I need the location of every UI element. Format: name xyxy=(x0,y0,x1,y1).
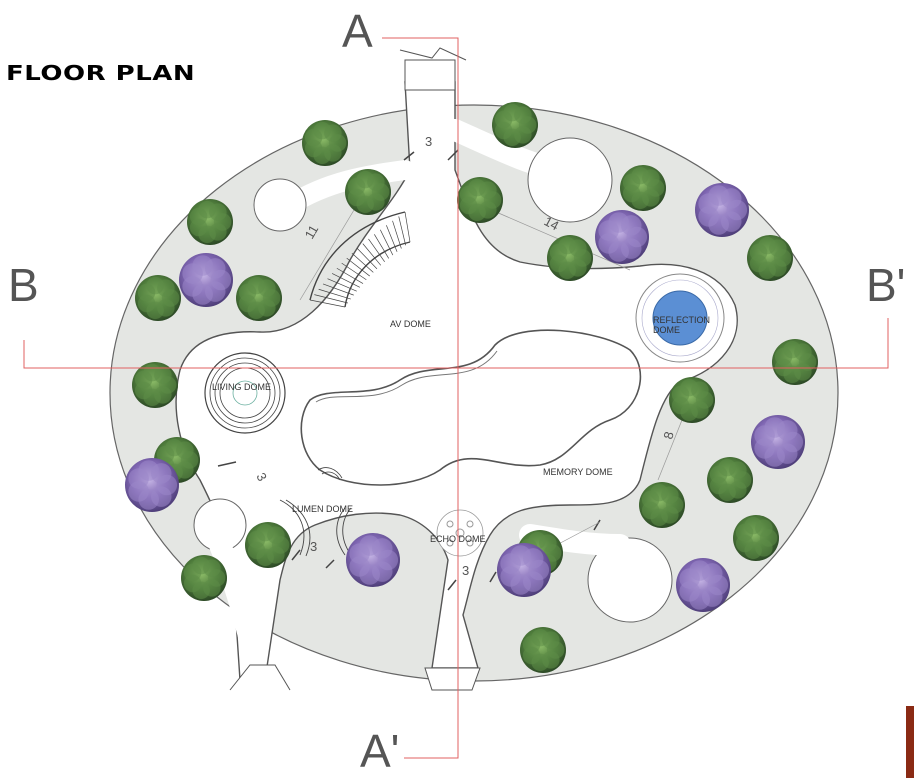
page-title: FLOOR PLAN xyxy=(6,62,196,86)
purple-tree-icon xyxy=(676,558,730,612)
lumen-dome-label: LUMEN DOME xyxy=(292,504,353,514)
stairs-treads xyxy=(309,211,411,308)
dimension-ticks xyxy=(217,149,601,591)
purple-tree-icon xyxy=(179,253,233,307)
green-tree-icon xyxy=(492,102,538,148)
purple-tree-icon xyxy=(125,458,179,512)
green-tree-icon xyxy=(520,627,566,673)
dim-echo-entrance: 3 xyxy=(462,563,469,578)
section-label-b: B xyxy=(8,259,39,311)
stairs-fan xyxy=(309,211,411,308)
purple-tree-icon xyxy=(695,183,749,237)
dim-right-path: 8 xyxy=(660,430,676,441)
green-tree-icon xyxy=(132,362,178,408)
green-tree-icon xyxy=(302,120,348,166)
echo-dome-label: ECHO DOME xyxy=(430,534,486,544)
green-tree-icon xyxy=(747,235,793,281)
trees xyxy=(125,102,818,673)
living-dome-rings xyxy=(204,352,286,434)
dim-top-entrance: 3 xyxy=(425,134,432,149)
memory-dome-label: MEMORY DOME xyxy=(543,467,613,477)
green-tree-icon xyxy=(457,177,503,223)
green-tree-icon xyxy=(181,555,227,601)
green-tree-icon xyxy=(245,522,291,568)
dim-upper-left-path: 11 xyxy=(302,222,322,241)
green-tree-icon xyxy=(707,457,753,503)
green-tree-icon xyxy=(772,339,818,385)
central-courtyard xyxy=(300,329,642,486)
green-tree-icon xyxy=(236,275,282,321)
purple-tree-icon xyxy=(346,533,400,587)
section-label-a-prime: A' xyxy=(360,725,400,777)
reflection-dome xyxy=(635,273,725,363)
section-label-a: A xyxy=(342,5,373,57)
dim-lumen-entrance: 3 xyxy=(310,539,317,554)
green-tree-icon xyxy=(547,235,593,281)
green-tree-icon xyxy=(669,377,715,423)
purple-tree-icon xyxy=(595,210,649,264)
green-tree-icon xyxy=(733,515,779,561)
section-label-b-prime: B' xyxy=(866,259,906,311)
green-tree-icon xyxy=(187,199,233,245)
green-tree-icon xyxy=(345,169,391,215)
av-dome-label: AV DOME xyxy=(390,319,431,329)
reflection-dome-label-1: REFLECTION xyxy=(653,315,710,325)
green-tree-icon xyxy=(639,482,685,528)
dim-upper-right-path: 14 xyxy=(542,213,562,233)
purple-tree-icon xyxy=(751,415,805,469)
purple-tree-icon xyxy=(497,543,551,597)
living-dome-label: LIVING DOME xyxy=(212,382,271,392)
courtyard-steps xyxy=(317,467,343,481)
page-edge-tab xyxy=(906,706,914,778)
reflection-dome-label-2: DOME xyxy=(653,325,680,335)
green-tree-icon xyxy=(135,275,181,321)
echo-dome xyxy=(436,509,484,557)
green-tree-icon xyxy=(620,165,666,211)
section-lines xyxy=(23,37,889,759)
